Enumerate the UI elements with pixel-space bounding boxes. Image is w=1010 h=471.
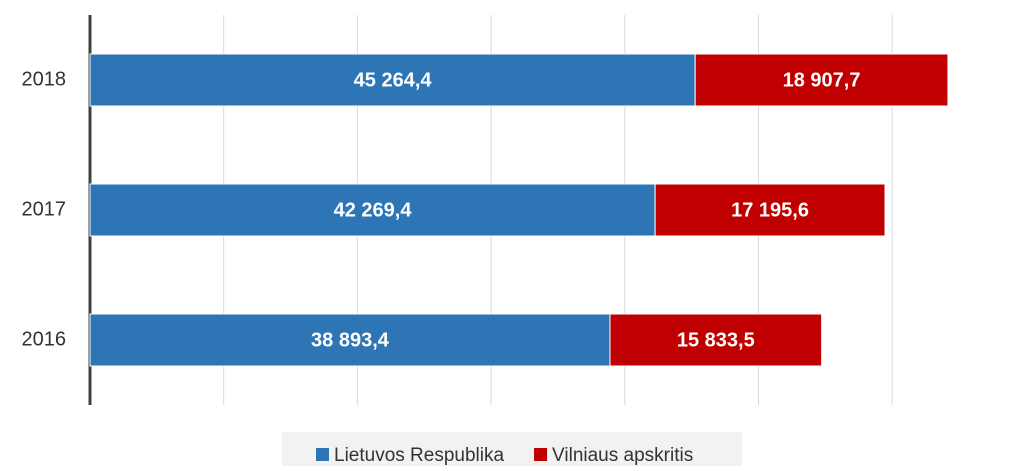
bar-segment (89, 313, 611, 367)
legend-swatch (316, 448, 329, 461)
legend-swatch (534, 448, 548, 461)
value-label: 38 893,4 (311, 329, 390, 351)
value-label: 18 907,7 (783, 69, 861, 91)
value-label: 45 264,4 (354, 69, 433, 91)
value-label: 42 269,4 (334, 199, 413, 221)
bar-segment (694, 53, 949, 107)
value-label: 17 195,6 (731, 199, 809, 221)
y-tick-label: 2017 (22, 198, 67, 220)
legend-label: Vilniaus apskritis (552, 445, 693, 466)
bar-segment (89, 183, 656, 237)
bar-segment (654, 183, 886, 237)
legend-label: Lietuvos Respublika (334, 445, 504, 466)
legend-box (282, 432, 742, 466)
y-tick-label: 2016 (22, 328, 67, 350)
y-tick-label: 2018 (22, 68, 67, 90)
value-label: 15 833,5 (677, 329, 755, 351)
bar-segment (609, 313, 823, 367)
